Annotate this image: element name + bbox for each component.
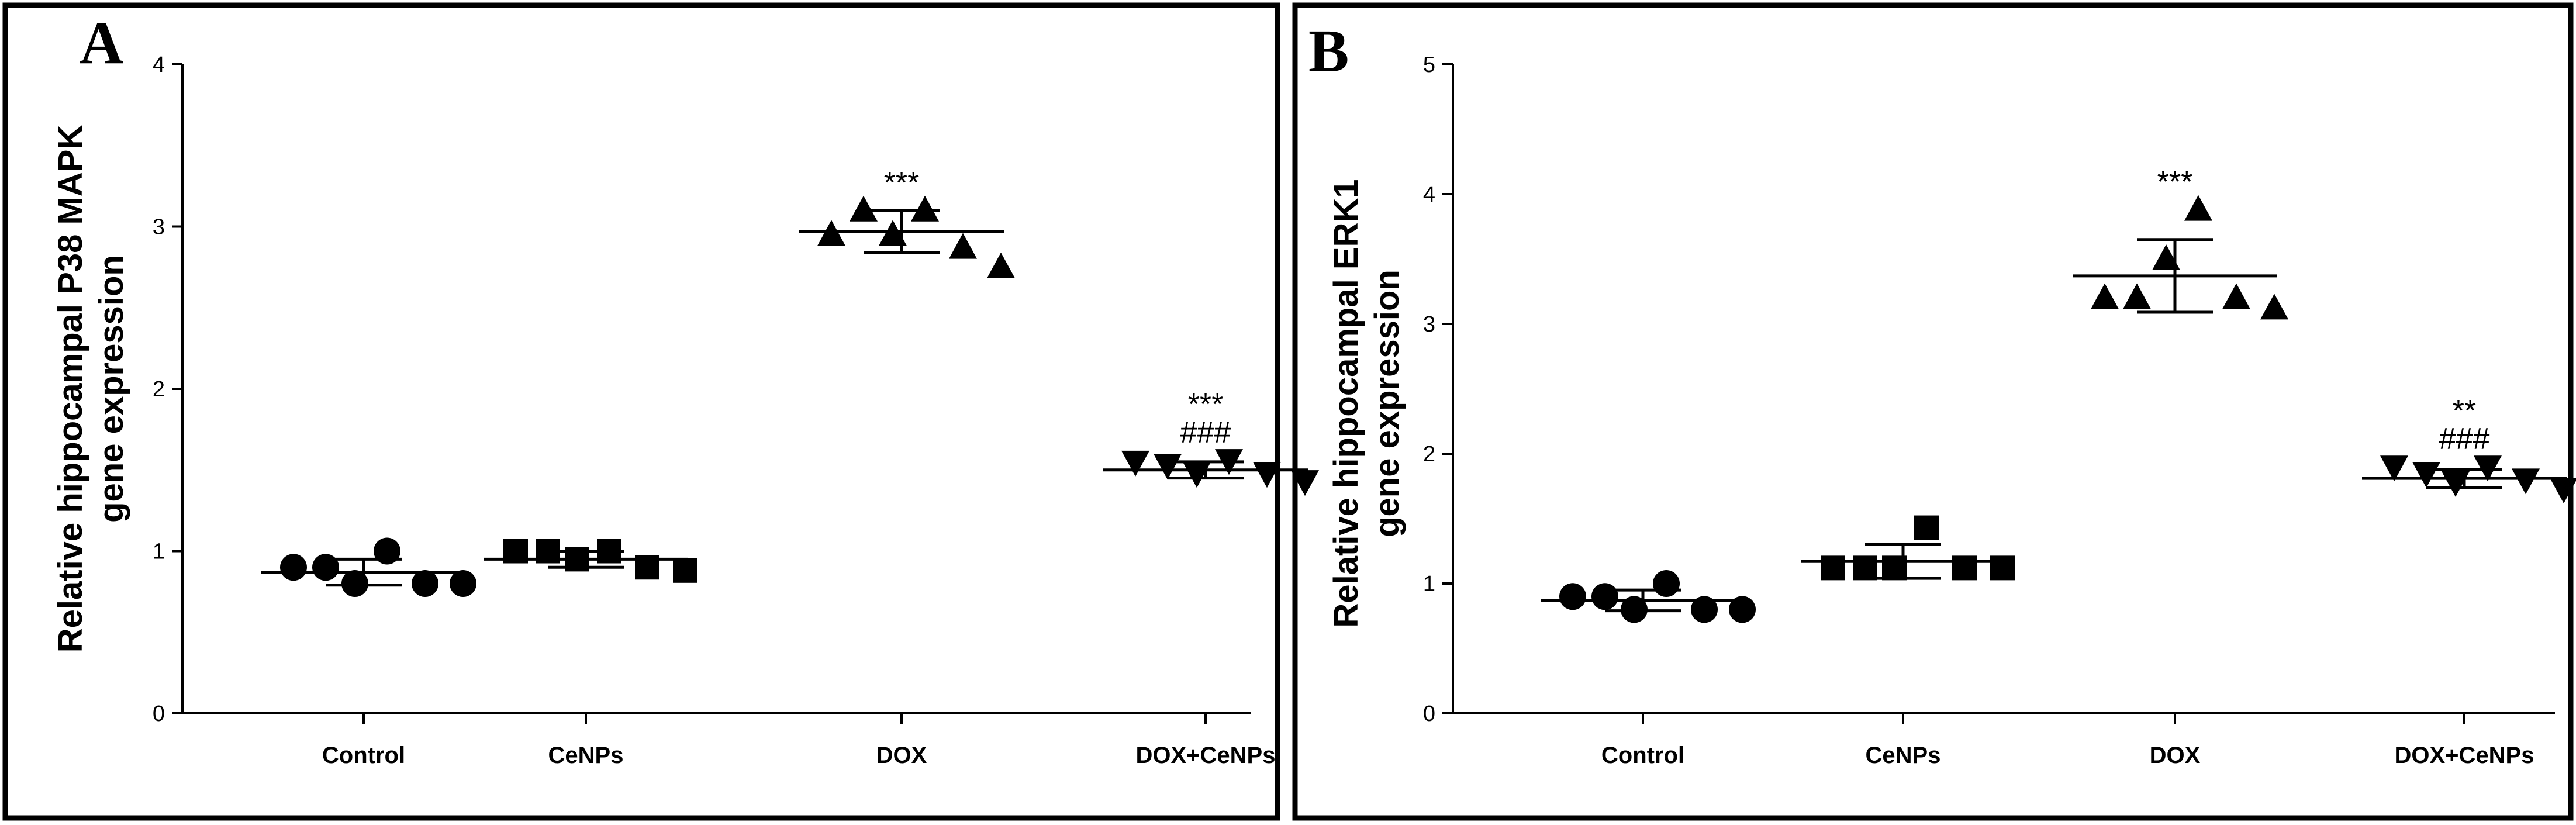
data-point	[1882, 555, 1907, 581]
panel-a-letter: A	[80, 9, 123, 77]
y-tick-label: 4	[153, 53, 165, 77]
y-tick-label: 0	[1423, 702, 1435, 726]
data-point	[2260, 294, 2288, 320]
data-point	[2412, 462, 2440, 488]
y-axis-label: Relative hippocampal P38 MAPK	[51, 125, 89, 653]
x-tick-label: DOX	[2150, 743, 2201, 768]
panel-a: A 0 1 2 3 4 Relative hippocampal P38 MAPK gene…	[2, 2, 1319, 821]
y-tick-label: 3	[153, 215, 165, 240]
data-point	[536, 539, 560, 564]
data-point	[1653, 570, 1680, 597]
y-tick-label: 4	[1423, 182, 1435, 207]
data-point	[2222, 283, 2250, 309]
data-point	[1559, 583, 1586, 610]
x-tick-label: CeNPs	[1866, 743, 1941, 768]
data-point	[1183, 462, 1211, 488]
data-point	[1914, 515, 1939, 540]
data-point	[2184, 195, 2212, 221]
data-point	[817, 220, 845, 246]
data-point	[673, 558, 697, 583]
data-point	[1853, 555, 1877, 581]
data-point	[2380, 455, 2408, 482]
y-tick-label: 5	[1423, 53, 1435, 77]
y-axis-label-line2: gene expression	[1368, 270, 1406, 537]
data-point	[2474, 455, 2502, 482]
data-point	[2442, 471, 2470, 497]
y-axis-label-line2: gene expression	[92, 255, 130, 523]
panel-a-border	[2, 2, 1280, 821]
data-point	[2091, 283, 2119, 309]
data-point	[280, 554, 307, 581]
data-point	[565, 547, 589, 572]
y-axis-label: Relative hippocampal ERK1	[1327, 179, 1365, 627]
data-point	[1154, 454, 1182, 480]
y-tick-label: 1	[1423, 572, 1435, 596]
data-point	[412, 570, 438, 597]
data-point	[1691, 596, 1718, 623]
data-point	[1821, 555, 1845, 581]
x-tick-label: Control	[1601, 743, 1684, 768]
data-point	[1253, 462, 1281, 488]
data-point	[2512, 468, 2540, 495]
data-point	[987, 252, 1015, 278]
y-tick-label: 3	[1423, 312, 1435, 337]
data-point	[911, 195, 939, 222]
data-point	[1990, 555, 2015, 581]
significance-annotation: ***	[884, 166, 920, 200]
data-point	[341, 570, 368, 597]
x-tick-label: DOX	[876, 743, 927, 768]
panel-b-border	[1292, 2, 2574, 821]
data-point	[503, 539, 528, 564]
significance-annotation: ***	[2157, 165, 2193, 199]
significance-annotation: ###	[1180, 416, 1231, 450]
panel-a-plot: 0 1 2 3 4 Relative hippocampal P38 MAPK gene e…	[51, 53, 1319, 768]
data-point	[879, 220, 907, 246]
data-point	[1215, 449, 1243, 475]
significance-annotation: **	[2453, 394, 2476, 428]
data-point	[1591, 583, 1618, 610]
y-tick-label: 0	[153, 702, 165, 726]
data-point	[2550, 477, 2576, 503]
data-point	[2123, 283, 2151, 309]
data-point	[1121, 450, 1149, 477]
y-tick-label: 2	[1423, 442, 1435, 467]
y-tick-label: 1	[153, 540, 165, 564]
data-point	[850, 195, 878, 222]
significance-annotation: ***	[1188, 388, 1224, 422]
x-tick-label: DOX+CeNPs	[2395, 743, 2534, 768]
panel-b-letter: B	[1308, 18, 1349, 85]
data-point	[1291, 470, 1319, 496]
data-point	[1952, 555, 1977, 581]
panel-b: B 0 1 2 3 4 5 Relative hippocampal ERK1 gene ex…	[1292, 2, 2576, 821]
data-point	[312, 554, 339, 581]
data-point	[949, 233, 977, 259]
data-point	[1729, 596, 1756, 623]
data-point	[2152, 244, 2180, 270]
significance-annotation: ###	[2439, 422, 2490, 456]
y-tick-label: 2	[153, 377, 165, 402]
x-tick-label: DOX+CeNPs	[1136, 743, 1276, 768]
data-point	[597, 539, 621, 564]
data-point	[635, 555, 659, 580]
panel-b-plot: 0 1 2 3 4 5 Relative hippocampal ERK1 gene expr…	[1327, 53, 2576, 768]
data-point	[450, 570, 476, 597]
data-point	[374, 537, 400, 565]
x-tick-label: CeNPs	[548, 743, 624, 768]
x-tick-label: Control	[322, 743, 405, 768]
data-point	[1621, 596, 1648, 623]
